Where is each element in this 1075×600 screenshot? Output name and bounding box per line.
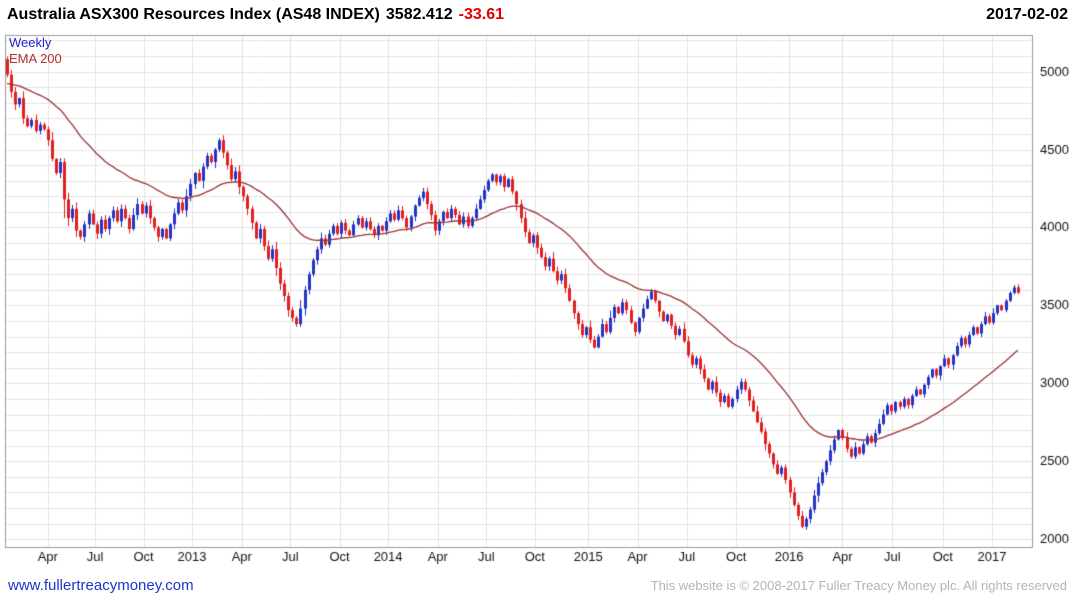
chart-area: Weekly EMA 200 (0, 30, 1075, 570)
price-change: -33.61 (458, 6, 504, 23)
chart-date: 2017-02-02 (986, 6, 1068, 23)
price-chart-canvas (0, 30, 1075, 570)
last-price: 3582.412 (385, 6, 453, 23)
instrument-title: Australia ASX300 Resources Index (AS48 I… (7, 6, 380, 23)
copyright-text: This website is © 2008-2017 Fuller Treac… (650, 577, 1067, 593)
ema-legend-label: EMA 200 (9, 51, 62, 66)
footer: www.fullertreacymoney.com This website i… (0, 570, 1075, 600)
site-link[interactable]: www.fullertreacymoney.com (8, 576, 194, 594)
chart-header: Australia ASX300 Resources Index (AS48 I… (0, 0, 1075, 30)
timeframe-label: Weekly (9, 35, 52, 50)
